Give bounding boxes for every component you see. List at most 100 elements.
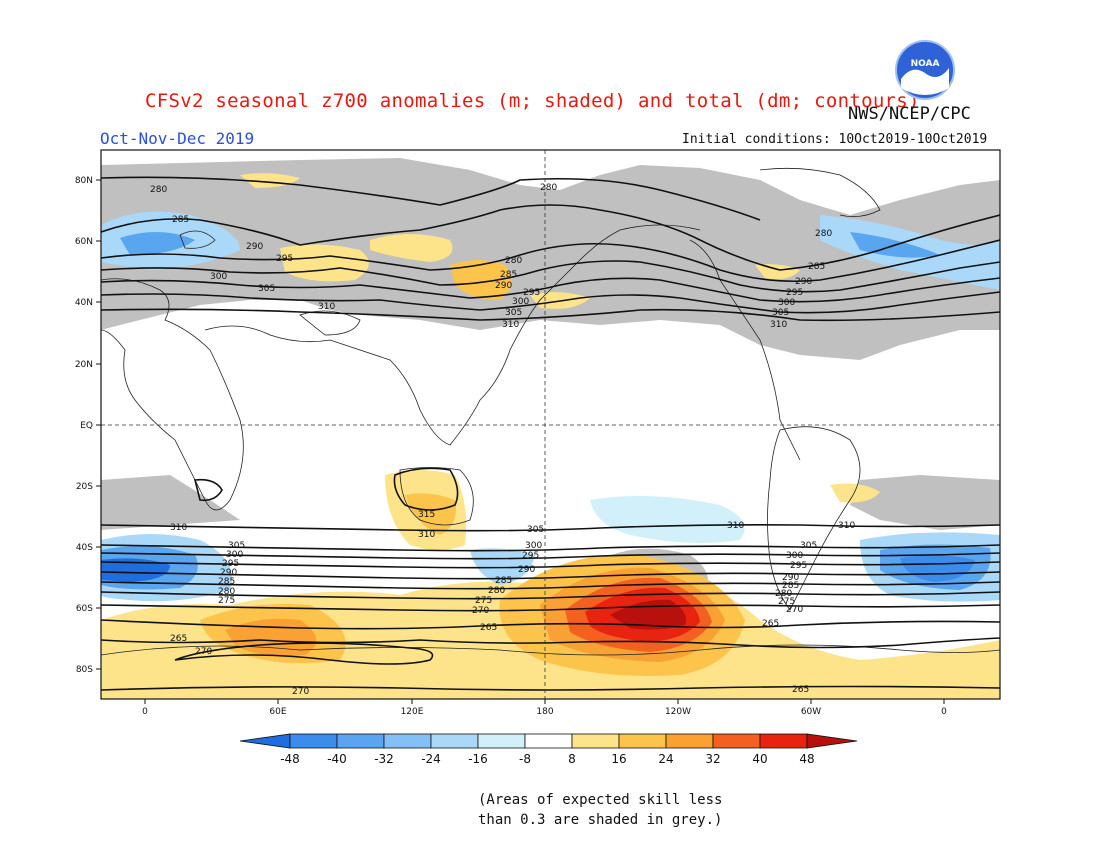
contour-label-300: 300 bbox=[786, 551, 803, 561]
contour-label-300: 300 bbox=[778, 298, 795, 308]
contour-label-295: 295 bbox=[790, 561, 807, 571]
colorbar-segment bbox=[430, 733, 479, 749]
contour-label-290: 290 bbox=[495, 281, 512, 291]
colorbar-label: -24 bbox=[421, 752, 441, 766]
contour-label-280: 280 bbox=[150, 185, 167, 195]
contour-label-275: 275 bbox=[218, 596, 235, 606]
low-skill-area-south-right bbox=[850, 475, 1000, 530]
contour-label-280: 280 bbox=[775, 589, 792, 599]
colorbar-label: 40 bbox=[752, 752, 767, 766]
contour-label-295: 295 bbox=[786, 288, 803, 298]
contour-label-265: 265 bbox=[170, 634, 187, 644]
contour-label-305: 305 bbox=[258, 284, 275, 294]
lat-label-40n: 40N bbox=[75, 298, 93, 308]
contour-label-305: 305 bbox=[228, 541, 245, 551]
contour-label-305: 305 bbox=[800, 541, 817, 551]
noaa-logo-text: NOAA bbox=[911, 59, 940, 69]
total-contours bbox=[101, 176, 1000, 691]
colorbar-label: -48 bbox=[280, 752, 300, 766]
colorbar-arrow-left bbox=[239, 733, 291, 749]
colorbar-label: -16 bbox=[468, 752, 488, 766]
contour-label-295: 295 bbox=[522, 551, 539, 561]
colorbar-segment bbox=[477, 733, 526, 749]
colorbar-label: 48 bbox=[799, 752, 814, 766]
longitude-axis: 0 60E 120E 180 120W 60W 0 bbox=[142, 699, 947, 717]
contour-label-270: 270 bbox=[292, 687, 309, 697]
contour-label-310: 310 bbox=[418, 530, 435, 540]
map-title: CFSv2 seasonal z700 anomalies (m; shaded… bbox=[145, 90, 920, 112]
contour-label-275: 275 bbox=[475, 596, 492, 606]
contour-label-290: 290 bbox=[246, 242, 263, 252]
colorbar-arrow-right bbox=[806, 733, 858, 749]
contour-label-280: 280 bbox=[540, 183, 557, 193]
contour-label-265: 265 bbox=[480, 623, 497, 633]
contour-label-300: 300 bbox=[210, 272, 227, 282]
colorbar-label: 8 bbox=[568, 752, 576, 766]
contour-label-275: 275 bbox=[778, 597, 795, 607]
contour-label-270: 270 bbox=[472, 606, 489, 616]
contour-label-295: 295 bbox=[523, 288, 540, 298]
latitude-axis: 80N 60N 40N 20N EQ 20S 40S 60S 80S bbox=[75, 176, 101, 675]
skill-note: (Areas of expected skill less than 0.3 a… bbox=[478, 790, 722, 830]
contour-label-305: 305 bbox=[527, 525, 544, 535]
contour-label-310: 310 bbox=[838, 521, 855, 531]
positive-anomaly-east-asia bbox=[450, 260, 512, 300]
colorbar-segment bbox=[336, 733, 385, 749]
colorbar-segment bbox=[289, 733, 338, 749]
colorbar: -48 -40 -32 -24 -16 -8 8 16 24 32 40 48 bbox=[239, 733, 858, 766]
lon-label-120e: 120E bbox=[401, 707, 424, 717]
contour-label-265: 265 bbox=[792, 685, 809, 695]
contour-label-285: 285 bbox=[808, 262, 825, 272]
lon-label-0: 0 bbox=[941, 707, 947, 717]
lat-label-60s: 60S bbox=[76, 604, 93, 614]
contour-label-290: 290 bbox=[782, 573, 799, 583]
skill-note-line-1: (Areas of expected skill less bbox=[478, 792, 723, 808]
contour-label-265: 265 bbox=[762, 619, 779, 629]
colorbar-segment bbox=[712, 733, 761, 749]
contour-label-285: 285 bbox=[495, 576, 512, 586]
map-panel: 280 280 285 290 295 300 305 310 280 285 … bbox=[100, 149, 1001, 700]
contour-label-285: 285 bbox=[218, 577, 235, 587]
contour-label-300: 300 bbox=[525, 541, 542, 551]
contour-label-310: 310 bbox=[318, 302, 335, 312]
colorbar-segment bbox=[524, 733, 573, 749]
contour-label-270: 270 bbox=[786, 605, 803, 615]
colorbar-label: -8 bbox=[519, 752, 531, 766]
lat-label-eq: EQ bbox=[80, 421, 93, 431]
contour-label-305: 305 bbox=[505, 308, 522, 318]
contour-label-280: 280 bbox=[488, 586, 505, 596]
lon-label-180: 180 bbox=[536, 707, 553, 717]
contour-label-285: 285 bbox=[172, 215, 189, 225]
contour-label-280: 280 bbox=[815, 229, 832, 239]
colorbar-segment bbox=[665, 733, 714, 749]
colorbar-label: 32 bbox=[705, 752, 720, 766]
contour-label-285: 285 bbox=[782, 581, 799, 591]
lat-label-80n: 80N bbox=[75, 176, 93, 186]
lat-label-80s: 80S bbox=[76, 665, 93, 675]
initial-conditions-label: Initial conditions: 10Oct2019-10Oct2019 bbox=[682, 132, 988, 147]
lon-label-60w: 60W bbox=[801, 707, 821, 717]
contour-label-305: 305 bbox=[772, 308, 789, 318]
contour-label-300: 300 bbox=[512, 297, 529, 307]
lon-label-60e: 60E bbox=[269, 707, 286, 717]
lat-label-40s: 40S bbox=[76, 543, 93, 553]
contour-label-280: 280 bbox=[218, 587, 235, 597]
colorbar-label: -40 bbox=[327, 752, 347, 766]
contour-label-295: 295 bbox=[222, 559, 239, 569]
contour-label-285: 285 bbox=[500, 270, 517, 280]
lat-label-20n: 20N bbox=[75, 360, 93, 370]
contour-label-290: 290 bbox=[795, 277, 812, 287]
colorbar-segment bbox=[759, 733, 808, 749]
skill-note-line-2: than 0.3 are shaded in grey.) bbox=[478, 812, 723, 828]
contour-label-315: 315 bbox=[418, 510, 435, 520]
contour-label-310: 310 bbox=[727, 521, 744, 531]
contour-label-290: 290 bbox=[518, 565, 535, 575]
lat-label-60n: 60N bbox=[75, 237, 93, 247]
contour-label-270: 270 bbox=[195, 647, 212, 657]
contour-label-310: 310 bbox=[170, 523, 187, 533]
noaa-logo-icon: NOAA bbox=[895, 40, 955, 100]
lon-label-0: 0 bbox=[142, 707, 148, 717]
colorbar-segment bbox=[618, 733, 667, 749]
contour-label-290: 290 bbox=[220, 568, 237, 578]
